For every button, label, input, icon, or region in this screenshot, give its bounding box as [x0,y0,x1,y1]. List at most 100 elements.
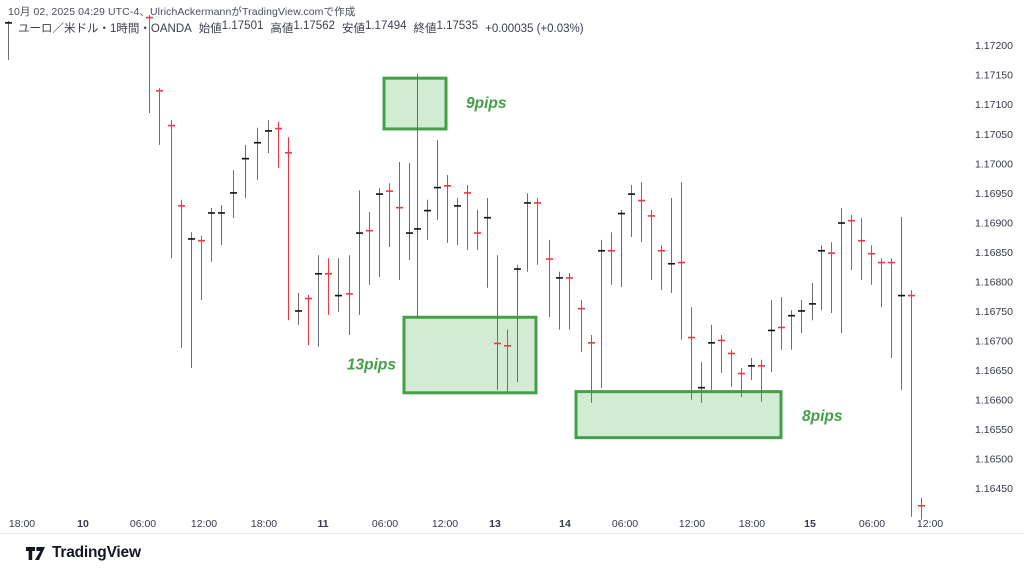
price-axis-label[interactable]: 1.16750 [975,306,1013,318]
candle-body [788,314,795,317]
candle-body [878,261,885,264]
candle-body [758,365,765,367]
time-axis-label[interactable]: 15 [804,518,816,530]
time-axis-label[interactable]: 06:00 [612,518,638,530]
close-value: 1.17535 [436,20,479,32]
candle-body [146,16,153,19]
time-axis-label[interactable]: 14 [559,518,571,530]
candle-body [396,206,403,209]
price-axis-label[interactable]: 1.16700 [975,335,1013,347]
pips-zone-label: 8pips [802,408,843,425]
price-axis-label[interactable]: 1.16650 [975,365,1013,377]
price-axis-label[interactable]: 1.17000 [975,158,1013,170]
candle-body [566,277,573,279]
open-label: 始値 [198,23,222,35]
candle-body [698,386,705,389]
candle-body [768,329,775,332]
time-axis-label[interactable]: 06:00 [130,518,156,530]
candle-body [578,307,585,310]
time-axis-label[interactable]: 18:00 [739,518,765,530]
price-axis-label[interactable]: 1.17200 [975,40,1013,52]
price-axis-label[interactable]: 1.16850 [975,247,1013,259]
pips-zone-label: 9pips [466,95,507,112]
symbol-title: ユーロ／米ドル・1時間・OANDA [18,23,192,35]
candle-body [484,216,491,219]
price-axis-label[interactable]: 1.17150 [975,70,1013,82]
candle-body [376,193,383,195]
candle-body [628,193,635,195]
time-axis-label[interactable]: 18:00 [9,518,35,530]
price-axis-label[interactable]: 1.17100 [975,99,1013,111]
time-axis-label[interactable]: 13 [489,518,501,530]
candle-body [386,190,393,192]
candle-body [688,336,695,339]
candle-body [218,212,225,214]
candle-body [838,222,845,224]
candle-body [474,232,481,234]
time-axis-label[interactable]: 10 [77,518,89,530]
candle-body [265,130,272,132]
price-axis-label[interactable]: 1.16900 [975,217,1013,229]
open-value: 1.17501 [221,20,264,32]
tradingview-branding[interactable]: TradingView [25,544,141,562]
candle-body [918,504,925,507]
candle-body [275,127,282,130]
time-axis-label[interactable]: 12:00 [432,518,458,530]
candle-body [848,219,855,222]
candle-body [315,272,322,275]
high-label: 高値 [270,23,294,35]
candle-body [618,212,625,215]
close-ohlc: 終値 1.17535 [414,20,479,36]
price-axis-label[interactable]: 1.16950 [975,188,1013,200]
candle-body [638,199,645,202]
candle-body [242,157,249,160]
candle-body [424,209,431,212]
price-axis-label[interactable]: 1.17050 [975,129,1013,141]
candle-body [285,151,292,154]
time-axis-label[interactable]: 18:00 [251,518,277,530]
price-axis-label[interactable]: 1.16550 [975,424,1013,436]
candle-body [454,205,461,207]
pips-zone-13pips[interactable] [402,315,538,395]
tradingview-logo-icon [26,546,45,560]
candle-body [556,277,563,279]
time-axis-label[interactable]: 12:00 [191,518,217,530]
candle-body [366,229,373,232]
candle-body [888,261,895,264]
time-axis-label[interactable]: 12:00 [679,518,705,530]
candle-body [678,261,685,264]
candle-body [828,252,835,254]
time-axis-label[interactable]: 06:00 [372,518,398,530]
tradingview-wordmark: TradingView [52,544,141,561]
candle-body [254,141,261,144]
candle-body [898,294,905,297]
symbol-legend: ユーロ／米ドル・1時間・OANDA 始値 1.17501 高値 1.17562 安値… [18,20,584,36]
footer-divider [0,533,1024,534]
low-ohlc: 安値 1.17494 [342,20,407,36]
candle-body [504,344,511,347]
candle-body [778,326,785,329]
price-axis-label[interactable]: 1.16800 [975,276,1013,288]
candle-body [534,202,541,204]
open-ohlc: 始値 1.17501 [199,20,264,36]
time-axis-label[interactable]: 11 [317,518,328,530]
price-axis-label[interactable]: 1.16450 [975,483,1013,495]
price-axis-label[interactable]: 1.16500 [975,453,1013,465]
close-label: 終値 [413,23,437,35]
candle-body [588,342,595,344]
candle-body [325,272,332,275]
candle-body [434,186,441,189]
candle-body [798,310,805,312]
candle-body [708,342,715,344]
candle-body [809,303,816,305]
pips-zone-9pips[interactable] [382,76,448,131]
low-value: 1.17494 [364,20,407,32]
attribution-text: 10月 02, 2025 04:29 UTC-4、UlrichAckermann… [8,6,356,18]
candle-body [188,238,195,240]
pips-zone-8pips[interactable] [574,390,783,440]
time-axis-label[interactable]: 06:00 [859,518,885,530]
price-axis-label[interactable]: 1.16600 [975,394,1013,406]
time-axis-label[interactable]: 12:00 [917,518,943,530]
